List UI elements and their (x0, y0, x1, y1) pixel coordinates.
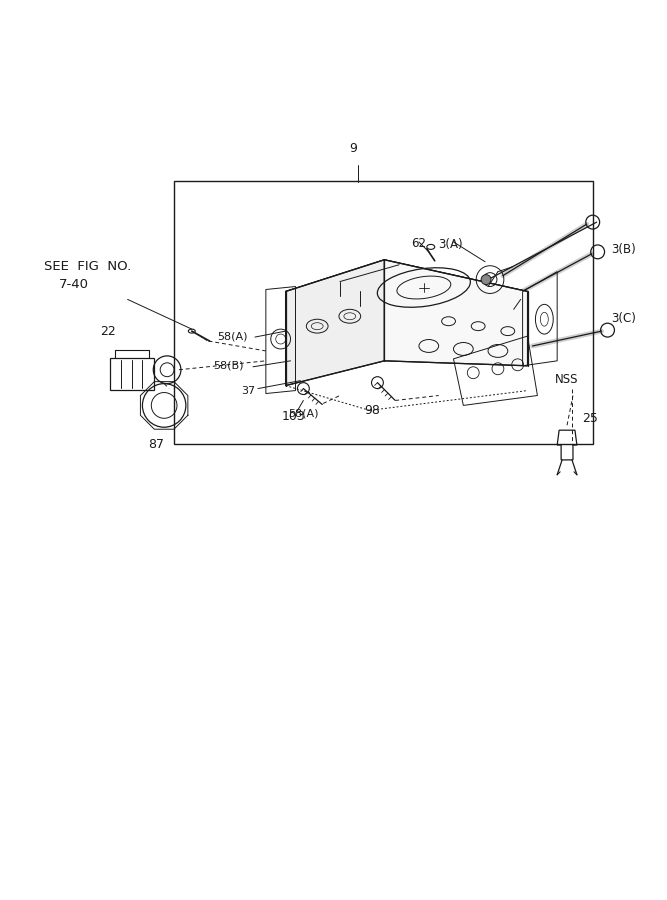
Text: 62: 62 (411, 237, 426, 250)
Text: 7-40: 7-40 (59, 277, 89, 291)
Text: SEE  FIG  NO.: SEE FIG NO. (43, 260, 131, 273)
Text: 37: 37 (241, 385, 255, 396)
Text: 103: 103 (281, 410, 305, 423)
Text: 22: 22 (100, 325, 115, 338)
Text: 3(C): 3(C) (612, 312, 636, 325)
Polygon shape (384, 260, 528, 365)
Text: 98: 98 (365, 404, 380, 418)
Text: 58(B): 58(B) (213, 361, 244, 371)
Text: 9: 9 (349, 142, 357, 155)
Text: 3(B): 3(B) (612, 243, 636, 256)
Text: 87: 87 (148, 438, 164, 451)
Text: 58(A): 58(A) (217, 331, 248, 341)
Text: 58(A): 58(A) (289, 409, 319, 419)
Polygon shape (285, 260, 528, 323)
Bar (174, 181, 593, 444)
Text: NSS: NSS (555, 373, 579, 386)
Text: 3(A): 3(A) (439, 238, 464, 251)
Text: 25: 25 (582, 412, 598, 425)
Circle shape (481, 274, 491, 284)
Bar (110, 358, 154, 390)
Text: 62: 62 (506, 303, 521, 317)
Polygon shape (285, 260, 384, 385)
